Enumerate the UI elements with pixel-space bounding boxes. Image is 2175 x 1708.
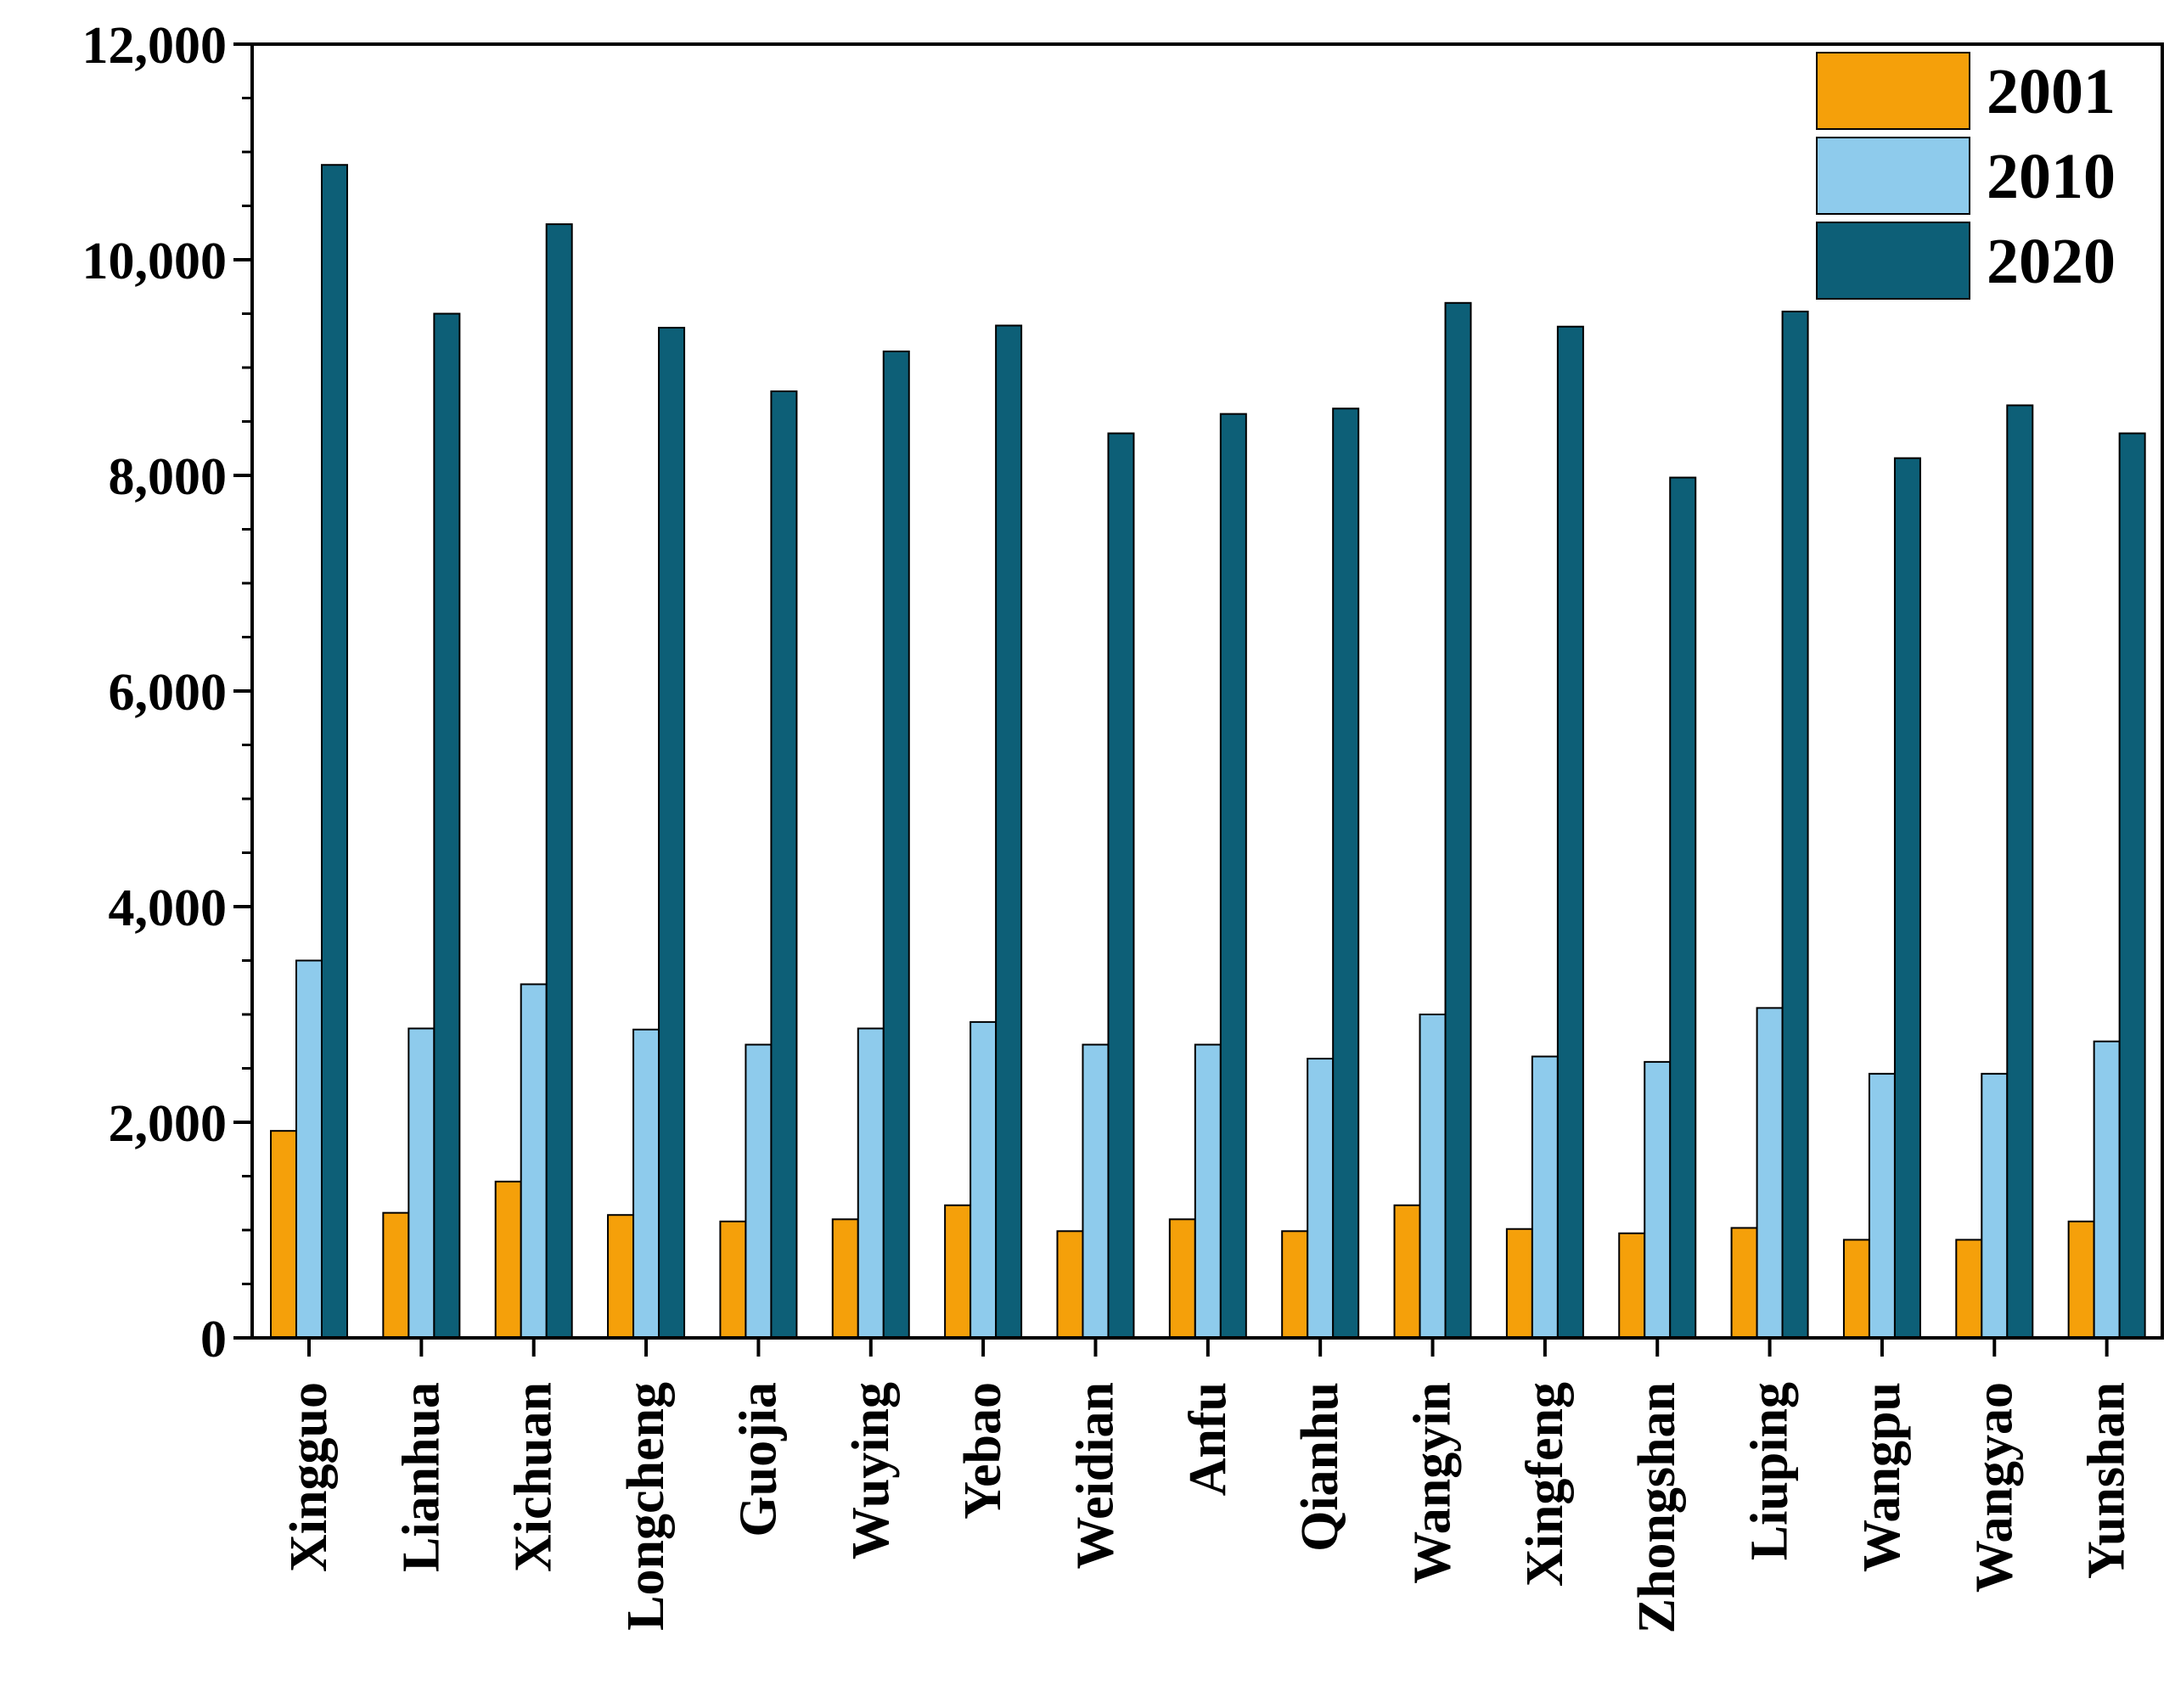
bar-2020-xingfeng (1556, 325, 1584, 1339)
bar-2001-xingfeng (1505, 1228, 1533, 1339)
bar-2010-longcheng (632, 1028, 660, 1340)
legend: 2001 2010 2020 (1816, 52, 2116, 300)
x-tick-label-xichuan: Xichuan (505, 1382, 563, 1572)
bar-2020-lianhua (433, 312, 461, 1339)
bar-2020-qianhu (1332, 407, 1360, 1339)
bar-2010-zhongshan (1644, 1060, 1672, 1339)
axes-layer: 0 2,000 4,000 6,000 8,000 10,000 12,000 Xingguo… (82, 17, 2164, 1633)
legend-label-2010: 2010 (1987, 141, 2116, 212)
bar-2020-xingguo (321, 164, 348, 1340)
x-tick-label-weidian: Weidian (1066, 1382, 1124, 1570)
bar-2020-guojia (770, 390, 798, 1340)
bar-2020-wangpu (1893, 457, 1921, 1339)
bar-2001-xichuan (494, 1180, 522, 1339)
bar-2010-anfu (1194, 1043, 1222, 1340)
x-tick-label-xingguo: Xingguo (280, 1382, 338, 1572)
bar-2001-lianhua (382, 1211, 410, 1340)
y-tick-label: 10,000 (82, 233, 228, 290)
bar-2010-wangpu (1868, 1072, 1896, 1339)
bar-2020-weidian (1107, 432, 1135, 1340)
bar-2020-longcheng (658, 327, 686, 1339)
y-tick-label: 4,000 (109, 879, 228, 937)
x-tick-label-qianhu: Qianhu (1291, 1382, 1349, 1552)
bar-2010-wangyao (1981, 1072, 2009, 1339)
bar-2010-xichuan (520, 983, 548, 1339)
bar-2001-yebao (944, 1204, 972, 1340)
bar-2010-lianhua (407, 1027, 436, 1339)
x-tick-label-anfu: Anfu (1179, 1382, 1237, 1496)
bar-2020-wuying (882, 350, 910, 1340)
bar-2020-liuping (1781, 310, 1809, 1340)
bar-2020-yebao (995, 324, 1023, 1340)
bar-2010-yebao (969, 1020, 998, 1339)
y-tick-label: 8,000 (109, 448, 228, 506)
bar-2010-guojia (745, 1043, 773, 1340)
x-tick-label-wangpu: Wangpu (1853, 1382, 1911, 1572)
bar-2010-xingfeng (1531, 1055, 1559, 1340)
x-tick-label-wangyin: Wangyin (1404, 1382, 1462, 1584)
y-tick-label: 6,000 (109, 664, 228, 722)
bar-2001-wangyin (1393, 1204, 1421, 1340)
bars-layer (270, 164, 2146, 1340)
x-tick-label-zhongshan: Zhongshan (1628, 1382, 1686, 1633)
legend-label-2001: 2001 (1987, 56, 2116, 127)
x-tick-label-xingfeng: Xingfeng (1516, 1382, 1574, 1587)
bar-2010-xingguo (295, 959, 323, 1339)
x-tick-label-yunshan: Yunshan (2078, 1382, 2136, 1579)
x-tick-label-guojia: Guojia (729, 1382, 787, 1537)
bar-2010-yunshan (2093, 1040, 2121, 1339)
bar-2010-wuying (857, 1027, 885, 1339)
legend-swatch-2010 (1816, 137, 1970, 215)
x-tick-label-yebao: Yebao (954, 1382, 1012, 1520)
bar-2020-wangyin (1444, 301, 1472, 1339)
legend-swatch-2020 (1816, 222, 1970, 300)
x-tick-label-liuping: Liuping (1741, 1382, 1799, 1560)
bar-2020-xichuan (545, 223, 573, 1340)
bar-2001-liuping (1730, 1227, 1758, 1339)
y-tick-label: 2,000 (109, 1095, 228, 1153)
x-tick-label-wuying: Wuying (842, 1382, 900, 1559)
bar-2001-wuying (831, 1218, 859, 1340)
bar-2020-yunshan (2118, 432, 2146, 1340)
bar-2001-longcheng (607, 1214, 635, 1339)
bar-2010-weidian (1082, 1043, 1110, 1340)
bar-2001-zhongshan (1618, 1232, 1646, 1340)
bar-2001-wangpu (1842, 1239, 1870, 1340)
y-tick-label: 12,000 (82, 17, 228, 75)
legend-swatch-2001 (1816, 52, 1970, 130)
x-tick-label-wangyao: Wangyao (1965, 1382, 2023, 1593)
bar-2001-guojia (719, 1220, 747, 1339)
bar-2020-anfu (1219, 413, 1247, 1339)
x-tick-label-longcheng: Longcheng (617, 1382, 675, 1631)
bar-2001-weidian (1056, 1230, 1084, 1340)
bar-2010-liuping (1756, 1007, 1784, 1339)
bar-2001-anfu (1168, 1218, 1196, 1340)
bar-2001-yunshan (2067, 1220, 2095, 1339)
bar-2001-wangyao (1955, 1239, 1983, 1340)
x-tick-label-lianhua: Lianhua (392, 1382, 450, 1572)
bar-2010-qianhu (1307, 1058, 1335, 1339)
bar-2020-wangyao (2006, 404, 2034, 1340)
bar-2020-zhongshan (1669, 476, 1697, 1339)
bar-2010-wangyin (1419, 1014, 1447, 1339)
legend-label-2020: 2020 (1987, 226, 2116, 297)
bar-2001-xingguo (270, 1130, 297, 1340)
bar-2001-qianhu (1281, 1230, 1309, 1340)
y-tick-label: 0 (200, 1311, 227, 1368)
